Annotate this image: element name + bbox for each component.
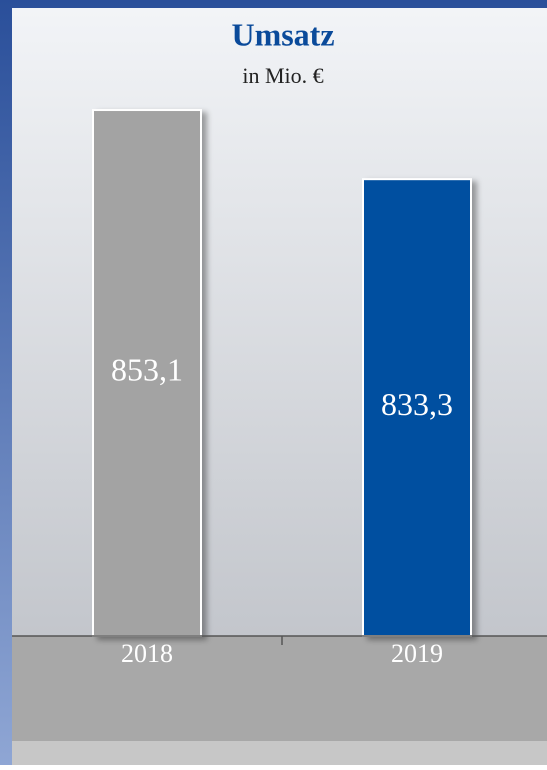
x-tick-label: 2019 [391, 639, 443, 668]
footer-band [12, 741, 547, 765]
chart-subtitle: in Mio. € [242, 63, 323, 88]
axis-band [12, 636, 547, 741]
value-label: 833,3 [381, 386, 453, 422]
bar [362, 178, 472, 637]
chart-title: Umsatz [231, 16, 334, 52]
x-tick-label: 2018 [121, 639, 173, 668]
value-label: 853,1 [111, 351, 183, 387]
